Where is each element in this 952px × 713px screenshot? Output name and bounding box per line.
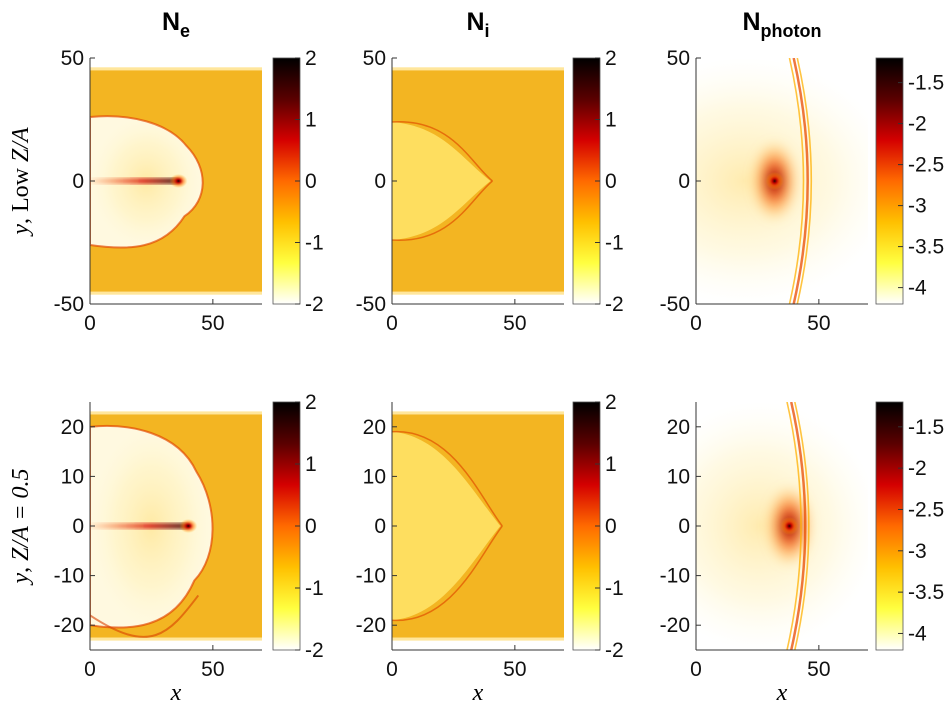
heatmap-image [392, 411, 564, 641]
colorbar-tick-label: -2.5 [908, 154, 944, 177]
y-tick-label: 10 [61, 465, 84, 488]
y-tick-label: 50 [667, 47, 690, 70]
y-tick-label: -50 [660, 293, 690, 316]
colorbar-tick-label: 2 [305, 391, 317, 414]
colorbar-tick-label: -1 [305, 577, 324, 600]
colorbar-tick-label: -2.5 [908, 498, 944, 521]
y-tick-label: -20 [356, 614, 386, 637]
y-tick-label: 0 [374, 170, 386, 193]
colorbar: -1.5 -2 -2.5 -3 -3.5 -4 [875, 401, 944, 651]
x-tick-label: 50 [807, 312, 830, 335]
y-tick-label: 0 [72, 170, 84, 193]
x-tick-label: 50 [201, 658, 224, 681]
colorbar-tick-label: -1.5 [908, 72, 944, 95]
x-tick-label: 0 [386, 658, 398, 681]
y-tick-label: 20 [363, 416, 386, 439]
colorbar-tick-label: -3 [908, 195, 927, 218]
panel-title: Ne [162, 8, 190, 41]
colorbar-tick-label: -1 [605, 232, 624, 255]
panel-title: Ni [466, 8, 489, 41]
colorbar-tick-label: -2 [305, 293, 324, 316]
colorbar-tick-label: -4 [908, 277, 927, 300]
colorbar-tick-label: -2 [908, 113, 927, 136]
colorbar: -2 -1 0 1 2 [272, 47, 324, 316]
colorbar-tick-label: -2 [305, 639, 324, 662]
colorbar-tick-label: -1 [305, 232, 324, 255]
y-tick-label: -20 [660, 614, 690, 637]
y-tick-label: 50 [363, 47, 386, 70]
panel-title: Nphoton [742, 8, 821, 41]
colorbar-tick-label: 1 [305, 453, 317, 476]
heatmap-image [392, 67, 564, 295]
x-tick-label: 0 [386, 312, 398, 335]
row-axis-label: y, Low Z/A [8, 127, 34, 237]
y-tick-label: 0 [374, 515, 386, 538]
colorbar-tick-label: -3 [908, 540, 927, 563]
heatmap-image [90, 411, 262, 641]
x-axis-label: x [170, 680, 182, 706]
colorbar-tick-label: 1 [605, 109, 617, 132]
colorbar-tick-label: 0 [605, 170, 617, 193]
heatmap-image [90, 67, 262, 295]
colorbar-tick-label: -2 [605, 639, 624, 662]
heatmap-image [696, 58, 868, 304]
x-tick-label: 50 [503, 658, 526, 681]
colorbar-tick-label: -3.5 [908, 236, 944, 259]
colorbar-tick-label: -2 [605, 293, 624, 316]
colorbar: -2 -1 0 1 2 [572, 391, 624, 662]
y-tick-label: 10 [667, 465, 690, 488]
y-tick-label: 20 [61, 416, 84, 439]
y-tick-label: 0 [72, 515, 84, 538]
y-tick-label: 10 [363, 465, 386, 488]
x-axis-label: x [472, 680, 484, 706]
panel-r1-c2: -20 -10 0 10 20 0 50 -1.5 -2 -2.5 -3 -3.5 -4 [660, 401, 944, 681]
x-tick-label: 50 [503, 312, 526, 335]
colorbar-tick-label: 2 [305, 47, 317, 70]
colorbar-tick-label: 1 [305, 109, 317, 132]
row-axis-label: y, Z/A = 0.5 [8, 468, 34, 585]
colorbar-tick-label: 0 [605, 515, 617, 538]
x-tick-label: 50 [201, 312, 224, 335]
x-axis-label: x [776, 680, 788, 706]
x-tick-label: 0 [690, 658, 702, 681]
y-tick-label: 0 [678, 515, 690, 538]
y-tick-label: -20 [54, 614, 84, 637]
y-tick-label: 0 [678, 170, 690, 193]
y-tick-label: -10 [54, 565, 84, 588]
heatmap-image [696, 402, 868, 650]
colorbar: -2 -1 0 1 2 [272, 391, 324, 662]
x-tick-label: 0 [84, 658, 96, 681]
colorbar-tick-label: -2 [908, 457, 927, 480]
colorbar-tick-label: 0 [305, 515, 317, 538]
x-tick-label: 50 [807, 658, 830, 681]
colorbar-tick-label: 0 [305, 170, 317, 193]
colorbar-tick-label: 2 [605, 391, 617, 414]
colorbar: -2 -1 0 1 2 [572, 47, 624, 316]
x-tick-label: 0 [84, 312, 96, 335]
colorbar-tick-label: -1 [605, 577, 624, 600]
y-tick-label: 20 [667, 416, 690, 439]
y-tick-label: -10 [660, 565, 690, 588]
colorbar-tick-label: 1 [605, 453, 617, 476]
y-tick-label: -50 [356, 293, 386, 316]
colorbar-tick-label: 2 [605, 47, 617, 70]
x-tick-label: 0 [690, 312, 702, 335]
y-tick-label: 50 [61, 47, 84, 70]
y-tick-label: -10 [356, 565, 386, 588]
y-tick-label: -50 [54, 293, 84, 316]
colorbar: -1.5 -2 -2.5 -3 -3.5 -4 [875, 57, 944, 305]
colorbar-tick-label: -1.5 [908, 416, 944, 439]
colorbar-tick-label: -3.5 [908, 581, 944, 604]
colorbar-tick-label: -4 [908, 622, 927, 645]
